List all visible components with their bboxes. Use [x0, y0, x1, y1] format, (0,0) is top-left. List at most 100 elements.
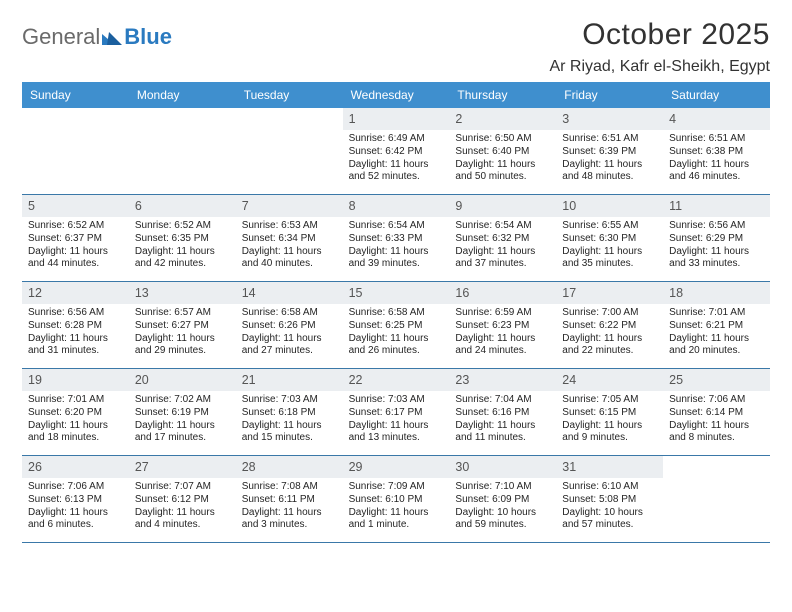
sunset-text: Sunset: 6:22 PM [562, 320, 657, 333]
day-number: 13 [129, 282, 236, 304]
day-cell: 3Sunrise: 6:51 AMSunset: 6:39 PMDaylight… [556, 108, 663, 194]
dow-header-cell: Friday [556, 82, 663, 108]
day-details: Sunrise: 7:02 AMSunset: 6:19 PMDaylight:… [132, 394, 233, 445]
sunrise-text: Sunrise: 7:06 AM [28, 481, 123, 494]
day-cell: 28Sunrise: 7:08 AMSunset: 6:11 PMDayligh… [236, 456, 343, 542]
sunrise-text: Sunrise: 6:53 AM [242, 220, 337, 233]
day-cell: 10Sunrise: 6:55 AMSunset: 6:30 PMDayligh… [556, 195, 663, 281]
daylight-text: Daylight: 11 hours and 4 minutes. [135, 507, 230, 533]
day-cell: 21Sunrise: 7:03 AMSunset: 6:18 PMDayligh… [236, 369, 343, 455]
sunrise-text: Sunrise: 7:02 AM [135, 394, 230, 407]
day-details: Sunrise: 6:58 AMSunset: 6:25 PMDaylight:… [346, 307, 447, 358]
daylight-text: Daylight: 11 hours and 46 minutes. [669, 159, 764, 185]
day-cell: 31Sunrise: 6:10 AMSunset: 5:08 PMDayligh… [556, 456, 663, 542]
day-cell: 8 Sunrise: 6:54 AMSunset: 6:33 PMDaylight… [343, 195, 450, 281]
day-details: Sunrise: 6:50 AMSunset: 6:40 PMDaylight:… [452, 133, 553, 184]
week-row: 12Sunrise: 6:56 AMSunset: 6:28 PMDayligh… [22, 282, 770, 369]
daylight-text: Daylight: 11 hours and 8 minutes. [669, 420, 764, 446]
sunset-text: Sunset: 6:12 PM [135, 494, 230, 507]
daylight-text: Daylight: 11 hours and 48 minutes. [562, 159, 657, 185]
day-details: Sunrise: 6:54 AMSunset: 6:32 PMDaylight:… [452, 220, 553, 271]
day-cell: 13 Sunrise: 6:57 AMSunset: 6:27 PMDayligh… [129, 282, 236, 368]
sunrise-text: Sunrise: 7:04 AM [455, 394, 550, 407]
logo-text-general: General [22, 24, 100, 50]
sunrise-text: Sunrise: 7:07 AM [135, 481, 230, 494]
daylight-text: Daylight: 11 hours and 44 minutes. [28, 246, 123, 272]
day-details: Sunrise: 6:54 AMSunset: 6:33 PMDaylight:… [346, 220, 447, 271]
day-number: 19 [22, 369, 129, 391]
daylight-text: Daylight: 11 hours and 40 minutes. [242, 246, 337, 272]
day-details: Sunrise: 7:06 AMSunset: 6:14 PMDaylight:… [666, 394, 767, 445]
day-details: Sunrise: 6:53 AMSunset: 6:34 PMDaylight:… [239, 220, 340, 271]
day-details: Sunrise: 7:01 AMSunset: 6:21 PMDaylight:… [666, 307, 767, 358]
daylight-text: Daylight: 11 hours and 33 minutes. [669, 246, 764, 272]
sunrise-text: Sunrise: 7:05 AM [562, 394, 657, 407]
sunset-text: Sunset: 6:29 PM [669, 233, 764, 246]
sunset-text: Sunset: 6:17 PM [349, 407, 444, 420]
daylight-text: Daylight: 11 hours and 18 minutes. [28, 420, 123, 446]
sunset-text: Sunset: 6:16 PM [455, 407, 550, 420]
day-details: Sunrise: 6:59 AMSunset: 6:23 PMDaylight:… [452, 307, 553, 358]
sunrise-text: Sunrise: 6:51 AM [669, 133, 764, 146]
sunset-text: Sunset: 6:42 PM [349, 146, 444, 159]
day-cell: 22Sunrise: 7:03 AMSunset: 6:17 PMDayligh… [343, 369, 450, 455]
day-number: 11 [663, 195, 770, 217]
day-details: Sunrise: 7:07 AMSunset: 6:12 PMDaylight:… [132, 481, 233, 532]
sunset-text: Sunset: 6:18 PM [242, 407, 337, 420]
sunrise-text: Sunrise: 6:49 AM [349, 133, 444, 146]
daylight-text: Daylight: 11 hours and 42 minutes. [135, 246, 230, 272]
week-row: 5Sunrise: 6:52 AMSunset: 6:37 PMDaylight… [22, 195, 770, 282]
sunset-text: Sunset: 6:25 PM [349, 320, 444, 333]
day-number: 17 [556, 282, 663, 304]
day-details: Sunrise: 6:58 AMSunset: 6:26 PMDaylight:… [239, 307, 340, 358]
daylight-text: Daylight: 11 hours and 31 minutes. [28, 333, 123, 359]
daylight-text: Daylight: 11 hours and 24 minutes. [455, 333, 550, 359]
day-number: 24 [556, 369, 663, 391]
day-number: 15 [343, 282, 450, 304]
day-number: 27 [129, 456, 236, 478]
sunset-text: Sunset: 6:40 PM [455, 146, 550, 159]
sunset-text: Sunset: 6:33 PM [349, 233, 444, 246]
sunset-text: Sunset: 6:15 PM [562, 407, 657, 420]
day-cell [22, 108, 129, 194]
logo-triangle-icon [102, 25, 122, 51]
day-cell: 7Sunrise: 6:53 AMSunset: 6:34 PMDaylight… [236, 195, 343, 281]
day-number: 4 [663, 108, 770, 130]
day-number: 1 [343, 108, 450, 130]
daylight-text: Daylight: 11 hours and 11 minutes. [455, 420, 550, 446]
day-cell: 30Sunrise: 7:10 AMSunset: 6:09 PMDayligh… [449, 456, 556, 542]
dow-header-cell: Sunday [22, 82, 129, 108]
day-details: Sunrise: 7:04 AMSunset: 6:16 PMDaylight:… [452, 394, 553, 445]
day-details: Sunrise: 6:57 AMSunset: 6:27 PMDaylight:… [132, 307, 233, 358]
daylight-text: Daylight: 11 hours and 27 minutes. [242, 333, 337, 359]
sunset-text: Sunset: 6:20 PM [28, 407, 123, 420]
day-cell: 15 Sunrise: 6:58 AMSunset: 6:25 PMDayligh… [343, 282, 450, 368]
sunset-text: Sunset: 6:30 PM [562, 233, 657, 246]
sunrise-text: Sunrise: 7:03 AM [349, 394, 444, 407]
day-cell: 24 Sunrise: 7:05 AMSunset: 6:15 PMDayligh… [556, 369, 663, 455]
daylight-text: Daylight: 11 hours and 50 minutes. [455, 159, 550, 185]
day-details: Sunrise: 6:56 AMSunset: 6:29 PMDaylight:… [666, 220, 767, 271]
week-row: 1Sunrise: 6:49 AMSunset: 6:42 PMDaylight… [22, 108, 770, 195]
day-number: 9 [449, 195, 556, 217]
sunset-text: Sunset: 6:19 PM [135, 407, 230, 420]
day-cell: 2Sunrise: 6:50 AMSunset: 6:40 PMDaylight… [449, 108, 556, 194]
sunrise-text: Sunrise: 6:58 AM [242, 307, 337, 320]
week-row: 26Sunrise: 7:06 AMSunset: 6:13 PMDayligh… [22, 456, 770, 543]
sunset-text: Sunset: 6:35 PM [135, 233, 230, 246]
sunrise-text: Sunrise: 6:58 AM [349, 307, 444, 320]
day-details: Sunrise: 6:56 AMSunset: 6:28 PMDaylight:… [25, 307, 126, 358]
sunrise-text: Sunrise: 6:51 AM [562, 133, 657, 146]
day-details: Sunrise: 6:49 AMSunset: 6:42 PMDaylight:… [346, 133, 447, 184]
sunrise-text: Sunrise: 6:59 AM [455, 307, 550, 320]
dow-header-cell: Thursday [449, 82, 556, 108]
day-number: 8 [343, 195, 450, 217]
day-cell [129, 108, 236, 194]
page-header: General Blue October 2025 Ar Riyad, Kafr… [22, 18, 770, 76]
sunset-text: Sunset: 6:13 PM [28, 494, 123, 507]
calendar-grid: SundayMondayTuesdayWednesdayThursdayFrid… [22, 82, 770, 543]
daylight-text: Daylight: 11 hours and 17 minutes. [135, 420, 230, 446]
sunset-text: Sunset: 6:11 PM [242, 494, 337, 507]
daylight-text: Daylight: 11 hours and 3 minutes. [242, 507, 337, 533]
daylight-text: Daylight: 11 hours and 9 minutes. [562, 420, 657, 446]
